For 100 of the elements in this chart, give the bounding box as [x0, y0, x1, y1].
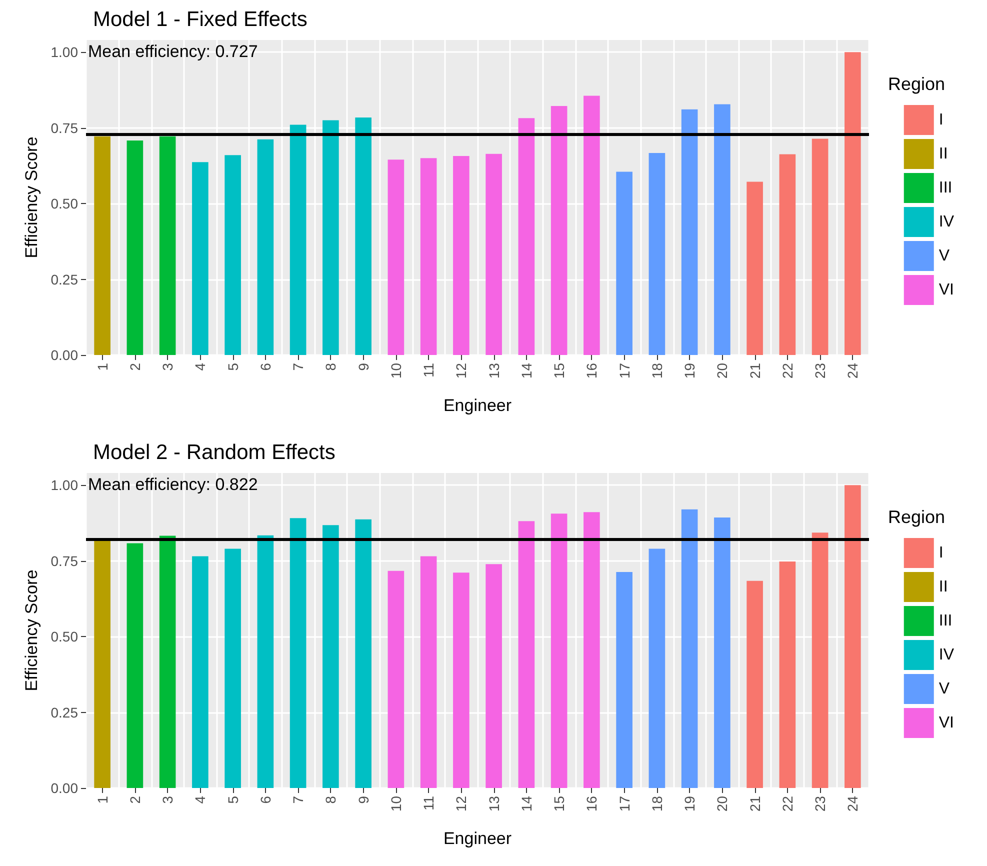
x-tick-label: 21 [746, 796, 763, 812]
x-tick-label: 13 [486, 796, 502, 812]
y-tick-label: 0.00 [50, 347, 78, 363]
x-tick-label: 18 [648, 796, 665, 812]
bar [159, 136, 176, 355]
x-tick-label: 6 [257, 362, 274, 371]
x-axis-title: Engineer [443, 829, 512, 848]
bar [355, 118, 372, 355]
x-tick-label: 23 [812, 796, 828, 812]
bar [126, 140, 144, 355]
bar [648, 152, 666, 355]
bar [550, 514, 568, 788]
x-tick-label: 1 [94, 362, 110, 371]
legend-label: I [938, 544, 944, 562]
legend-label: V [938, 248, 950, 264]
chart-title: Model 1 - Fixed Effects [93, 8, 308, 31]
x-tick-label: 24 [844, 362, 861, 379]
y-axis-title: Efficiency Score [22, 570, 41, 692]
bar [192, 556, 208, 788]
bar [616, 172, 632, 355]
bar [322, 120, 339, 355]
x-tick-label: 5 [224, 362, 241, 371]
legend-label: V [938, 680, 950, 698]
bar [518, 521, 535, 788]
bar [224, 155, 241, 355]
annotation: Mean efficiency: 0.822 [88, 475, 258, 494]
x-tick-label: 17 [616, 796, 632, 812]
x-tick-label: 10 [388, 362, 404, 379]
bar [779, 561, 796, 788]
bar [322, 525, 339, 788]
y-tick-label: 0.75 [50, 552, 78, 569]
bar [746, 580, 763, 788]
x-tick-label: 20 [714, 362, 730, 379]
bar [486, 154, 502, 355]
y-tick-label: 0.50 [50, 628, 78, 645]
x-tick-label: 7 [290, 362, 306, 371]
bar [224, 548, 241, 788]
bar [584, 512, 600, 788]
legend-label: VI [938, 282, 954, 298]
y-tick-label: 0.75 [50, 120, 78, 136]
x-tick-label: 24 [844, 796, 861, 812]
x-tick-label: 8 [322, 796, 339, 804]
bar [616, 572, 632, 788]
x-tick-label: 12 [453, 796, 470, 812]
legend-label: II [938, 578, 948, 596]
x-tick-label: 11 [420, 362, 437, 378]
x-tick-label: 9 [355, 362, 372, 371]
x-tick-label: 9 [355, 796, 372, 804]
bar [681, 109, 698, 355]
x-tick-label: 4 [192, 796, 208, 804]
bar [420, 158, 437, 355]
legend-label: VI [938, 714, 954, 732]
bar [257, 535, 274, 788]
bar [812, 138, 828, 355]
x-tick-label: 5 [224, 796, 241, 804]
x-tick-label: 17 [616, 362, 632, 379]
x-tick-label: 22 [779, 362, 796, 379]
bar [453, 572, 470, 788]
bar [648, 548, 666, 788]
x-tick-label: 23 [812, 362, 828, 379]
x-tick-label: 14 [518, 796, 534, 812]
x-tick-label: 22 [779, 796, 796, 812]
legend-title: Region [888, 507, 946, 527]
y-axis-title: Efficiency Score [22, 136, 41, 258]
bar [192, 162, 208, 355]
bar [518, 118, 535, 355]
x-tick-label: 16 [584, 362, 600, 379]
legend-label: II [938, 146, 948, 162]
x-tick-label: 18 [648, 362, 665, 379]
x-tick-label: 1 [94, 796, 110, 804]
x-tick-label: 16 [584, 796, 600, 812]
chart-title: Model 2 - Random Effects [93, 441, 336, 464]
bar [94, 136, 110, 355]
bar [714, 518, 730, 788]
x-tick-label: 4 [192, 362, 208, 371]
bar [550, 106, 568, 355]
y-tick-label: 0.25 [50, 704, 78, 720]
x-tick-label: 20 [714, 796, 730, 812]
x-tick-label: 6 [257, 796, 274, 804]
legend-label: IV [938, 214, 954, 230]
bar [681, 509, 698, 788]
x-tick-label: 15 [551, 362, 568, 379]
bar [388, 570, 404, 788]
x-tick-label: 2 [126, 362, 143, 371]
x-tick-label: 3 [160, 362, 176, 371]
legend-label: I [938, 112, 944, 128]
bar [290, 518, 306, 788]
bar [420, 556, 437, 788]
legend-label: III [938, 612, 952, 630]
bar [388, 160, 404, 355]
bar [486, 564, 502, 788]
bar [355, 519, 372, 788]
bar [126, 543, 144, 788]
bar [290, 124, 306, 355]
x-tick-label: 14 [518, 362, 534, 379]
bar [812, 532, 828, 788]
bar [453, 156, 470, 355]
bar [584, 96, 600, 355]
y-tick-label: 0.25 [50, 271, 78, 288]
x-tick-label: 11 [420, 796, 437, 811]
